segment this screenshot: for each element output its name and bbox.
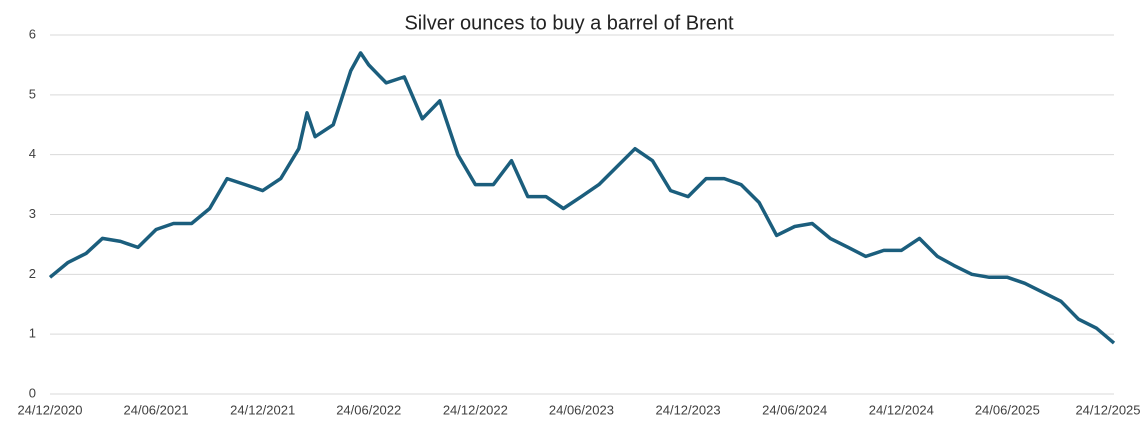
x-tick-label: 24/06/2023 <box>549 402 614 417</box>
x-tick-label: 24/06/2021 <box>124 402 189 417</box>
y-tick-label: 0 <box>29 385 36 400</box>
y-tick-label: 6 <box>29 26 36 41</box>
chart-title: Silver ounces to buy a barrel of Brent <box>404 12 734 34</box>
x-tick-label: 24/12/2024 <box>869 402 934 417</box>
data-line <box>48 51 1116 345</box>
x-tick-label: 24/12/2020 <box>17 402 82 417</box>
x-tick-label: 24/12/2022 <box>443 402 508 417</box>
x-tick-label: 24/12/2025 <box>1075 402 1140 417</box>
x-tick-label: 24/06/2022 <box>336 402 401 417</box>
y-tick-label: 3 <box>29 206 36 221</box>
x-tick-label: 24/06/2025 <box>975 402 1040 417</box>
y-tick-label: 2 <box>29 266 36 281</box>
x-tick-label: 24/06/2024 <box>762 402 827 417</box>
x-tick-label: 24/12/2021 <box>230 402 295 417</box>
y-tick-label: 4 <box>29 146 36 161</box>
y-tick-label: 1 <box>29 326 36 341</box>
x-tick-label: 24/12/2023 <box>656 402 721 417</box>
y-tick-label: 5 <box>29 86 36 101</box>
